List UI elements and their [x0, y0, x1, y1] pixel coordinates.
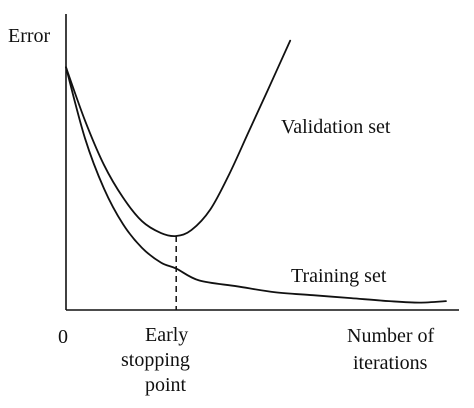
y-axis-label: Error	[8, 25, 51, 47]
early-stopping-label-line-1: Early	[145, 324, 188, 346]
x-origin-label: 0	[58, 326, 68, 348]
early-stopping-label-line-3: point	[145, 374, 187, 396]
x-axis-label-line-2: iterations	[353, 352, 428, 374]
x-axis-label-line-1: Number of	[347, 325, 435, 347]
series-layer	[65, 39, 447, 304]
validation-set-curve	[65, 39, 292, 238]
training-series-label: Training set	[291, 265, 387, 287]
validation-series-label: Validation set	[281, 116, 391, 138]
early-stopping-label-line-2: stopping	[121, 349, 190, 371]
training-set-curve	[65, 66, 447, 304]
chart-axes	[65, 14, 459, 311]
